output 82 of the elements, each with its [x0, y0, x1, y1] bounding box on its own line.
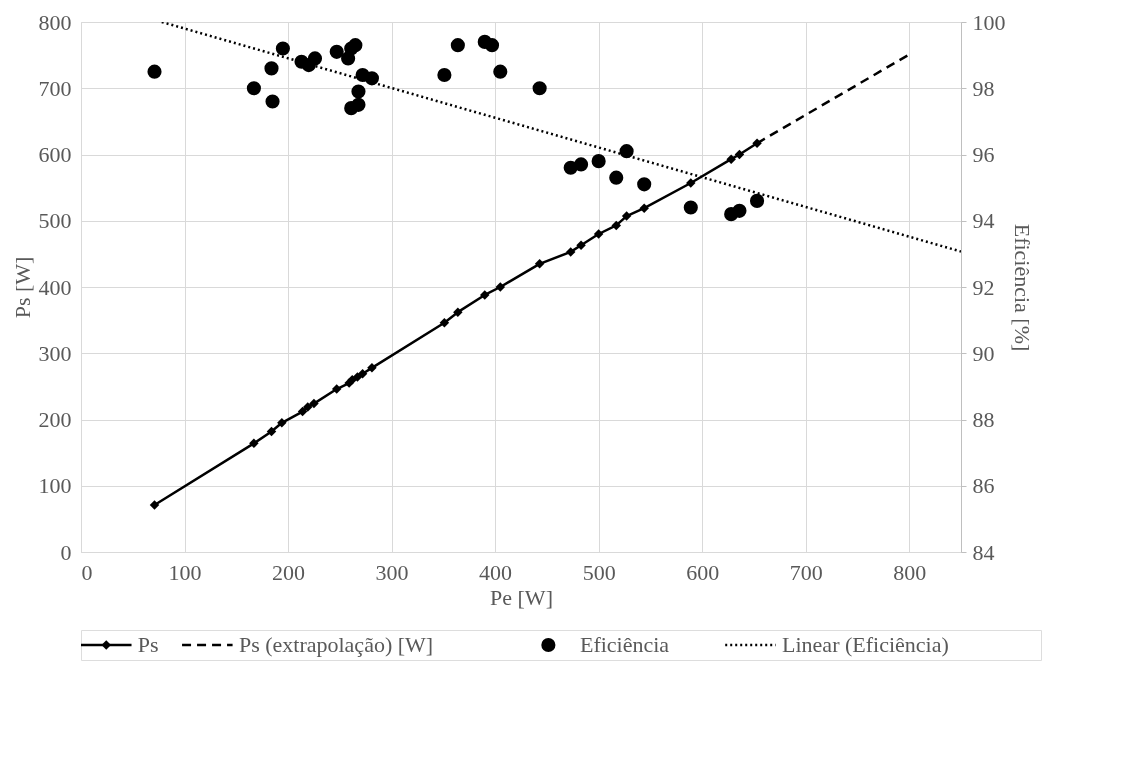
y-tick-label: 100: [38, 473, 72, 499]
point: [307, 51, 323, 66]
point: [480, 290, 490, 300]
point: [619, 144, 634, 159]
point: [437, 67, 452, 83]
point: [275, 41, 290, 56]
point: [591, 154, 606, 169]
point: [484, 38, 500, 53]
y2-tick-label: 88: [972, 407, 995, 432]
y-tick-label: 700: [38, 75, 72, 101]
point: [732, 203, 747, 218]
point: [309, 398, 319, 409]
y-tick-label: 500: [38, 208, 72, 234]
x-tick-label: 200: [272, 559, 306, 585]
y2-axis-title: Eficiência [%]: [1009, 223, 1035, 352]
point: [297, 406, 308, 417]
x-tick-label: 400: [479, 559, 513, 585]
y-tick-label: 400: [38, 274, 72, 300]
y2-tick-label: 84: [972, 539, 995, 565]
point: [329, 44, 344, 59]
point: [639, 203, 649, 213]
point: [147, 64, 162, 79]
point: [249, 438, 259, 449]
x-tick-label: 0: [81, 559, 93, 585]
y2-tick-label: 92: [972, 274, 995, 300]
point: [534, 259, 545, 269]
point: [565, 247, 576, 257]
point: [450, 38, 465, 53]
y-tick-label: 0: [60, 539, 72, 565]
point: [749, 193, 765, 208]
y2-tick-label: 98: [972, 75, 995, 101]
point: [264, 61, 279, 76]
legend-label: Ps: [137, 632, 159, 657]
y2-tick-label: 90: [972, 340, 995, 366]
y2-tick-label: 100: [972, 9, 1006, 35]
point: [495, 282, 506, 292]
x-tick-label: 300: [375, 559, 409, 585]
point: [453, 307, 463, 317]
point: [493, 64, 508, 79]
y-axis-title: Ps [W]: [9, 256, 35, 319]
x-axis-title: Pe [W]: [490, 584, 553, 610]
y-tick-label: 800: [38, 9, 72, 35]
point: [683, 200, 698, 215]
point: [331, 384, 342, 394]
point: [367, 363, 377, 373]
y2-tick-label: 86: [972, 473, 995, 499]
y-tick-label: 300: [38, 340, 72, 366]
point: [351, 84, 366, 99]
x-tick-label: 600: [686, 559, 720, 585]
point: [573, 157, 589, 172]
y2-tick-label: 96: [972, 142, 995, 167]
point: [609, 170, 624, 185]
point: [277, 418, 287, 428]
y-tick-label: 600: [38, 142, 72, 167]
point: [726, 154, 736, 164]
legend-label: Ps (extrapolação) [W]: [238, 632, 434, 657]
point: [532, 81, 547, 96]
point: [266, 426, 277, 437]
point: [637, 177, 652, 192]
point: [348, 38, 363, 53]
point: [734, 149, 745, 160]
point: [352, 372, 363, 382]
y2-tick-label: 94: [972, 208, 995, 234]
legend-label: Eficiência: [579, 632, 670, 657]
point: [621, 211, 632, 221]
point: [576, 240, 586, 251]
point: [351, 97, 366, 112]
point: [246, 81, 261, 96]
point: [611, 220, 621, 231]
point: [357, 369, 368, 379]
point: [302, 402, 313, 412]
point: [593, 229, 604, 239]
x-tick-label: 100: [168, 559, 202, 585]
x-tick-label: 700: [789, 559, 823, 585]
point: [265, 94, 280, 109]
x-tick-label: 500: [582, 559, 616, 585]
point: [439, 318, 450, 328]
y-tick-label: 200: [38, 407, 72, 432]
x-tick-label: 800: [893, 559, 927, 585]
point: [149, 500, 160, 510]
legend-label: Linear (Eficiência): [782, 632, 949, 657]
point: [364, 71, 379, 86]
